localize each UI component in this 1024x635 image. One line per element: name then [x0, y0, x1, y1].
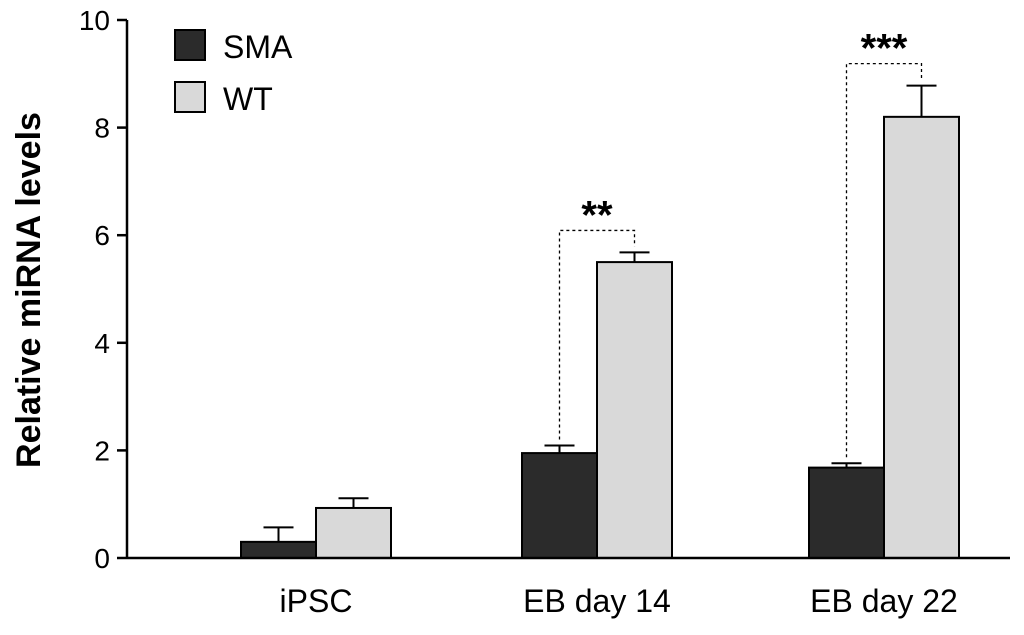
y-axis: 0 2 4 6 8 10 [79, 5, 129, 574]
bar-sma [240, 540, 317, 559]
y-tick-label: 0 [94, 543, 110, 574]
x-tick-label: EB day 14 [523, 583, 671, 619]
significance-bracket [558, 229, 636, 440]
bar-wt [315, 506, 392, 560]
bar-sma [808, 466, 885, 559]
legend-label-wt: WT [223, 81, 273, 117]
bar-wt [596, 261, 673, 559]
significance-bracket [845, 62, 923, 458]
y-tick-label: 8 [94, 113, 110, 144]
significance-label: ** [581, 193, 613, 237]
legend: SMA WT [174, 29, 293, 117]
bars-group [240, 84, 960, 560]
legend-swatch-sma [174, 29, 206, 61]
x-tick-label: iPSC [280, 583, 353, 619]
x-axis: iPSC EB day 14 EB day 22 [127, 556, 1010, 619]
legend-label-sma: SMA [223, 29, 293, 65]
y-tick-label: 6 [94, 220, 110, 251]
legend-swatch-wt [174, 81, 206, 113]
y-tick-label: 10 [79, 5, 110, 36]
significance-group: ***** [558, 27, 923, 458]
significance-label: *** [861, 27, 908, 71]
y-tick-label: 2 [94, 435, 110, 466]
y-axis-label: Relative miRNA levels [10, 112, 48, 468]
x-tick-label: EB day 22 [810, 583, 958, 619]
bar-wt [883, 115, 960, 559]
y-tick-label: 4 [94, 328, 110, 359]
bar-sma [521, 452, 598, 559]
